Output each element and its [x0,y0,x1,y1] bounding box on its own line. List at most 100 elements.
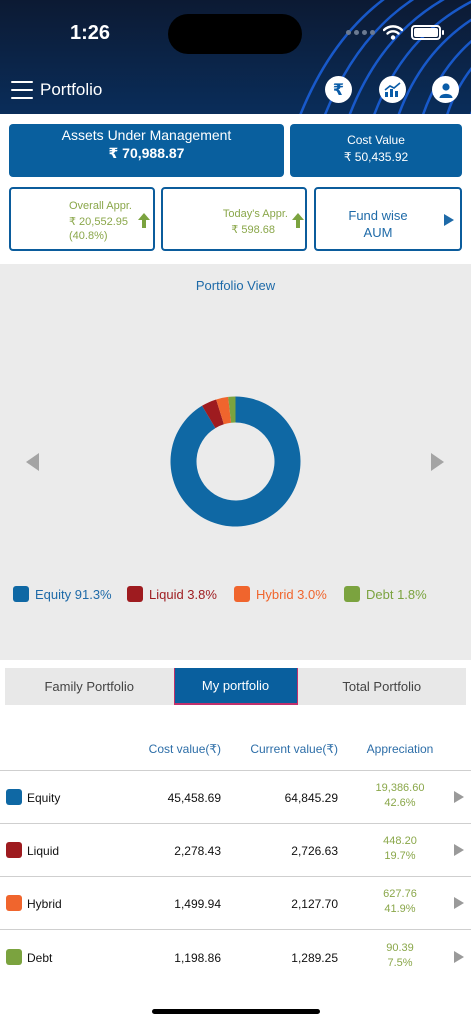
legend-item-hybrid: Hybrid 3.0% [234,586,327,602]
signal-icon [346,30,375,35]
arrow-up-icon [138,213,150,228]
portfolio-view-panel: Portfolio View Equity 91.3% Liquid 3.8% … [0,264,471,660]
table-row[interactable]: Equity 45,458.69 64,845.29 19,386.60 42.… [0,771,471,823]
row-current: 2,127.70 [291,897,338,911]
table-row[interactable]: Hybrid 1,499.94 2,127.70 627.76 41.9% [0,877,471,929]
legend-swatch [13,586,29,602]
row-swatch [6,895,22,911]
row-current: 64,845.29 [284,791,338,805]
donut-slice-debt [228,396,236,423]
row-appreciation-percent: 7.5% [387,957,413,969]
row-appreciation-percent: 42.6% [384,797,416,809]
row-name: Liquid [27,844,60,858]
cost-label: Cost Value [347,133,405,147]
legend-item-equity: Equity 91.3% [13,586,112,602]
row-appreciation-value: 448.20 [383,835,417,847]
overall-appreciation-card: Overall Appr. ₹ 20,552.95 (40.8%) [9,187,155,251]
home-indicator [152,1009,320,1014]
overall-percent: (40.8%) [69,230,108,242]
row-appreciation: 90.39 7.5% [360,941,440,971]
row-current: 2,726.63 [291,844,338,858]
row-swatch [6,842,22,858]
profile-icon [439,82,452,98]
portfolio-tabs: Family Portfolio My portfolio Total Port… [5,668,466,705]
row-cost: 2,278.43 [174,844,221,858]
cost-value-card: Cost Value ₹ 50,435.92 [290,124,462,177]
table-divider [0,929,471,930]
aum-value: ₹ 70,988.87 [108,145,185,161]
rupee-button[interactable]: ₹ [325,76,352,103]
table-row[interactable]: Debt 1,198.86 1,289.25 90.39 7.5% [0,931,471,983]
rupee-icon: ₹ [332,81,345,99]
row-name: Equity [27,791,61,805]
table-divider [0,876,471,877]
row-appreciation: 19,386.60 42.6% [360,781,440,811]
chevron-right-icon[interactable] [454,951,464,963]
legend-label-equity: Equity 91.3% [35,586,112,602]
row-cost: 1,198.86 [174,951,221,965]
overall-label: Overall Appr. [69,200,132,212]
chevron-right-icon[interactable] [454,897,464,909]
legend-swatch [234,586,250,602]
table-row[interactable]: Liquid 2,278.43 2,726.63 448.20 19.7% [0,824,471,876]
fund-wise-aum-button[interactable]: Fund wise AUM [314,187,462,251]
overall-value: ₹ 20,552.95 [69,216,128,228]
row-appreciation-percent: 41.9% [384,903,416,915]
column-header-current: Current value(₹) [250,742,338,756]
tab-family-portfolio[interactable]: Family Portfolio [44,679,135,694]
aum-card: Assets Under Management ₹ 70,988.87 [9,124,284,177]
next-chart-button[interactable] [431,453,444,471]
portfolio-view-title: Portfolio View [195,278,276,293]
chart-icon [384,81,401,97]
fund-wise-label: Fund wise AUM [316,207,440,241]
legend-swatch [127,586,143,602]
row-swatch [6,949,22,965]
fund-wise-line1: Fund wise [348,208,408,223]
profile-button[interactable] [432,76,459,103]
row-appreciation-value: 627.76 [383,888,417,900]
legend-label-hybrid: Hybrid 3.0% [256,586,327,602]
row-swatch [6,789,22,805]
arrow-up-icon [292,213,304,228]
menu-icon[interactable] [11,81,33,99]
legend-swatch [344,586,360,602]
dynamic-island [168,14,302,54]
row-appreciation-value: 19,386.60 [375,782,425,794]
wifi-icon [383,25,403,40]
today-value: ₹ 598.68 [231,224,275,236]
tab-my-portfolio[interactable]: My portfolio [173,668,298,705]
cost-value: ₹ 50,435.92 [343,150,409,164]
portfolio-donut-chart [170,396,301,527]
row-cost: 1,499.94 [174,897,221,911]
table-divider [0,770,471,771]
row-name: Hybrid [27,897,62,911]
row-appreciation-percent: 19.7% [384,850,416,862]
donut-slice-equity [170,396,301,527]
row-appreciation: 448.20 19.7% [360,834,440,864]
row-cost: 45,458.69 [167,791,221,805]
status-time: 1:26 [70,22,111,44]
column-header-cost: Cost value(₹) [148,742,221,756]
tab-total-portfolio[interactable]: Total Portfolio [342,679,422,694]
chevron-right-icon[interactable] [454,844,464,856]
app-header: 1:26 Portfolio ₹ [0,0,471,114]
legend-item-liquid: Liquid 3.8% [127,586,217,602]
table-divider [0,823,471,824]
today-label: Today's Appr. [222,208,288,220]
today-appreciation-card: Today's Appr. ₹ 598.68 [161,187,307,251]
row-current: 1,289.25 [291,951,338,965]
row-appreciation: 627.76 41.9% [360,887,440,917]
donut-slice-liquid [202,399,224,429]
chevron-right-icon[interactable] [454,791,464,803]
chart-button[interactable] [379,76,406,103]
play-icon [444,214,454,226]
legend-item-debt: Debt 1.8% [344,586,427,602]
legend-label-liquid: Liquid 3.8% [149,586,217,602]
legend-label-debt: Debt 1.8% [366,586,427,602]
aum-label: Assets Under Management [61,127,232,143]
row-appreciation-value: 90.39 [386,942,414,954]
fund-wise-line2: AUM [363,225,393,240]
previous-chart-button[interactable] [26,453,39,471]
status-icons [346,25,444,40]
battery-icon [411,25,444,40]
